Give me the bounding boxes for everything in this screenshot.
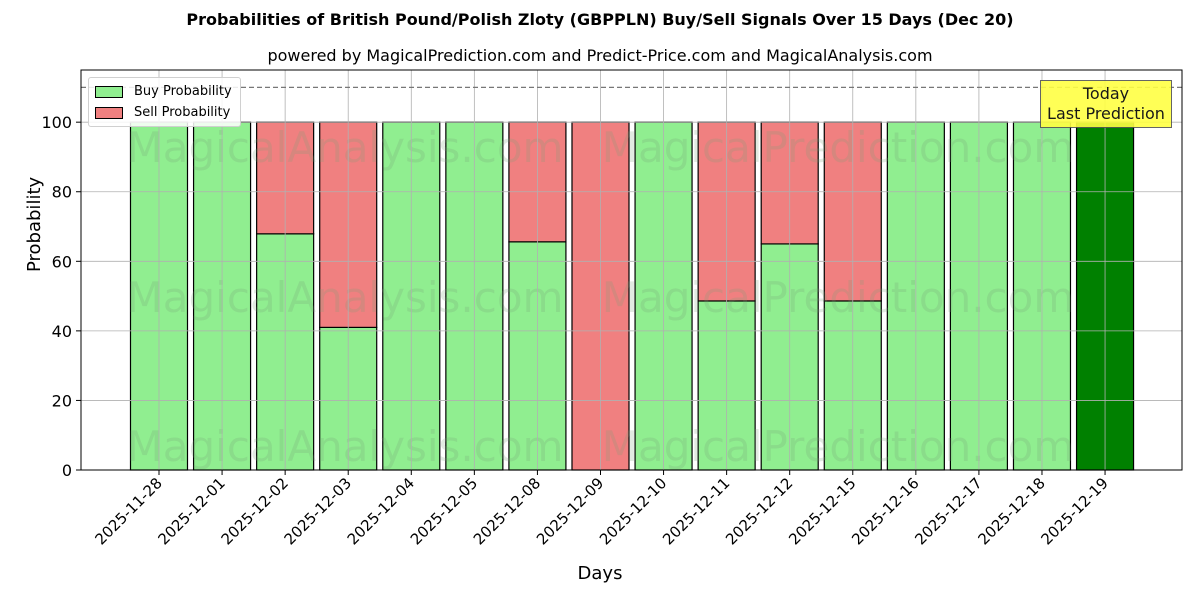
legend-item-buy: Buy Probability	[95, 81, 232, 102]
y-tick-label: 0	[62, 461, 72, 480]
buy-swatch-icon	[95, 85, 123, 98]
watermark: MagicalAnalysis.com	[127, 422, 564, 471]
chart-subtitle: powered by MagicalPrediction.com and Pre…	[267, 46, 933, 65]
x-tick-label: 2025-12-19	[1037, 474, 1111, 548]
x-tick-label: 2025-11-28	[91, 474, 165, 548]
x-tick-label: 2025-12-09	[533, 474, 607, 548]
x-tick-label: 2025-12-18	[974, 474, 1048, 548]
x-tick-label: 2025-12-04	[344, 474, 418, 548]
axes-frame	[80, 69, 1183, 471]
y-tick-label: 100	[41, 113, 72, 132]
watermark: MagicalAnalysis.com	[127, 273, 564, 322]
x-tick-label: 2025-12-11	[659, 474, 733, 548]
x-tick-label: 2025-12-08	[470, 474, 544, 548]
watermark: MagicalPrediction.com	[602, 422, 1075, 471]
today-annotation: Today Last Prediction	[1040, 80, 1172, 128]
x-tick-label: 2025-12-10	[596, 474, 670, 548]
x-tick-label: 2025-12-17	[911, 474, 985, 548]
sell-swatch-icon	[95, 106, 123, 119]
legend-item-sell: Sell Probability	[95, 102, 232, 123]
y-tick-label: 60	[52, 252, 72, 271]
today-annotation-line1: Today	[1082, 84, 1130, 103]
x-tick-label: 2025-12-15	[785, 474, 859, 548]
x-tick-label: 2025-12-02	[218, 474, 292, 548]
x-tick-label: 2025-12-12	[722, 474, 796, 548]
x-tick-label: 2025-12-01	[155, 474, 229, 548]
x-tick-label: 2025-12-05	[407, 474, 481, 548]
legend: Buy Probability Sell Probability	[88, 77, 241, 127]
x-axis-label: Days	[577, 563, 623, 584]
legend-sell-label: Sell Probability	[134, 105, 231, 120]
y-tick-label: 40	[52, 322, 72, 341]
today-annotation-line2: Last Prediction	[1047, 104, 1165, 123]
y-tick-label: 80	[52, 183, 72, 202]
y-tick-label: 20	[52, 391, 72, 410]
watermark: MagicalPrediction.com	[602, 273, 1075, 322]
legend-buy-label: Buy Probability	[134, 84, 232, 99]
watermark: MagicalPrediction.com	[602, 123, 1075, 172]
y-axis-label: Probability	[24, 176, 45, 272]
x-tick-label: 2025-12-16	[848, 474, 922, 548]
chart-title: Probabilities of British Pound/Polish Zl…	[186, 10, 1014, 29]
x-tick-label: 2025-12-03	[281, 474, 355, 548]
watermark: MagicalAnalysis.com	[127, 123, 564, 172]
